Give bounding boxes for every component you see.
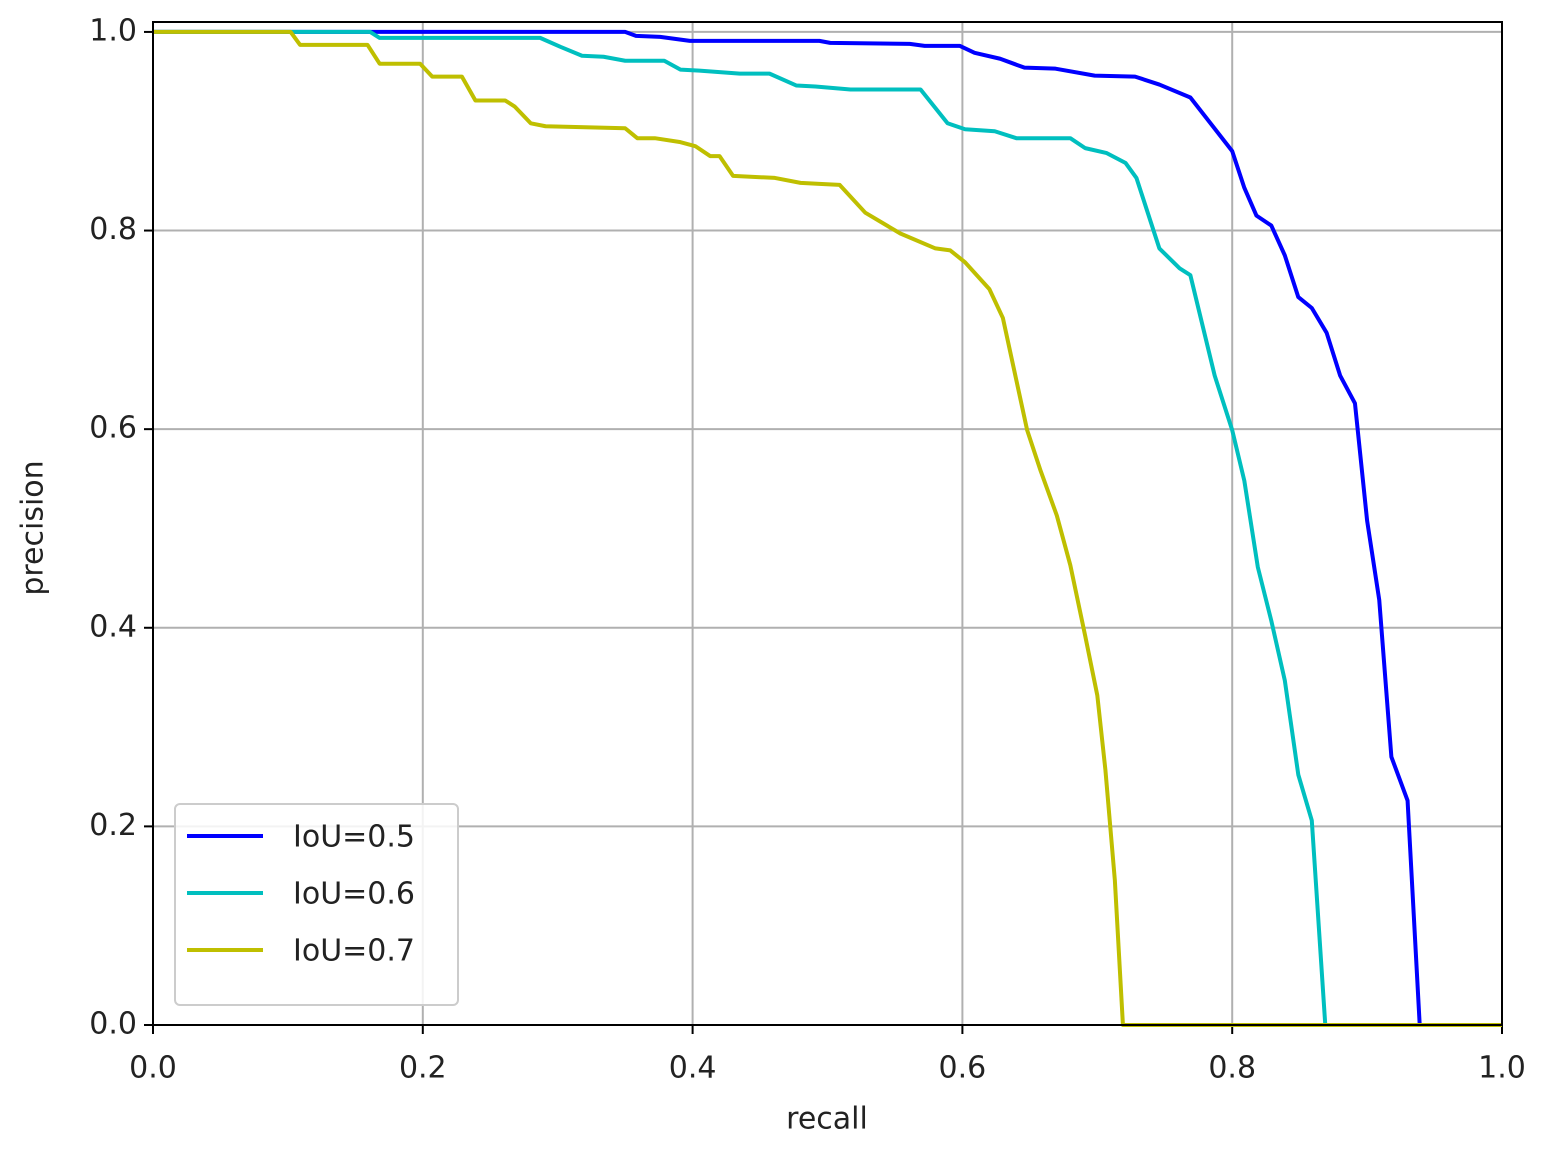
x-tick-label: 0.6	[939, 1051, 987, 1086]
y-axis-label: precision	[16, 460, 51, 595]
x-tick-label: 0.2	[399, 1051, 447, 1086]
y-tick-label: 0.2	[89, 808, 137, 843]
x-tick-label: 0.4	[669, 1051, 717, 1086]
legend-box	[174, 803, 459, 1006]
legend-label: IoU=0.7	[293, 934, 415, 969]
x-tick-label: 0.0	[129, 1051, 177, 1086]
series-line	[153, 29, 1502, 1027]
x-tick-label: 1.0	[1478, 1051, 1526, 1086]
x-tick-label: 0.8	[1208, 1051, 1256, 1086]
y-tick-label: 0.4	[89, 609, 137, 644]
series-line	[153, 29, 1502, 1027]
series-line	[153, 29, 1502, 1027]
legend-label: IoU=0.5	[293, 820, 415, 855]
y-tick-label: 0.6	[89, 411, 137, 446]
legend-label: IoU=0.6	[293, 877, 415, 912]
y-tick-label: 0.8	[89, 212, 137, 247]
y-tick-label: 1.0	[89, 13, 137, 48]
x-axis-label: recall	[786, 1102, 868, 1137]
plot-frame	[152, 21, 1503, 1026]
y-tick-label: 0.0	[89, 1007, 137, 1042]
